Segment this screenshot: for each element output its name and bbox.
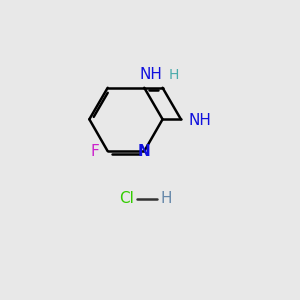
Text: NH: NH [140, 68, 163, 82]
Text: H: H [160, 191, 172, 206]
Text: Cl: Cl [119, 191, 134, 206]
Text: N: N [138, 144, 151, 159]
Text: F: F [90, 144, 99, 159]
Text: NH: NH [189, 113, 212, 128]
Text: H: H [169, 68, 179, 82]
